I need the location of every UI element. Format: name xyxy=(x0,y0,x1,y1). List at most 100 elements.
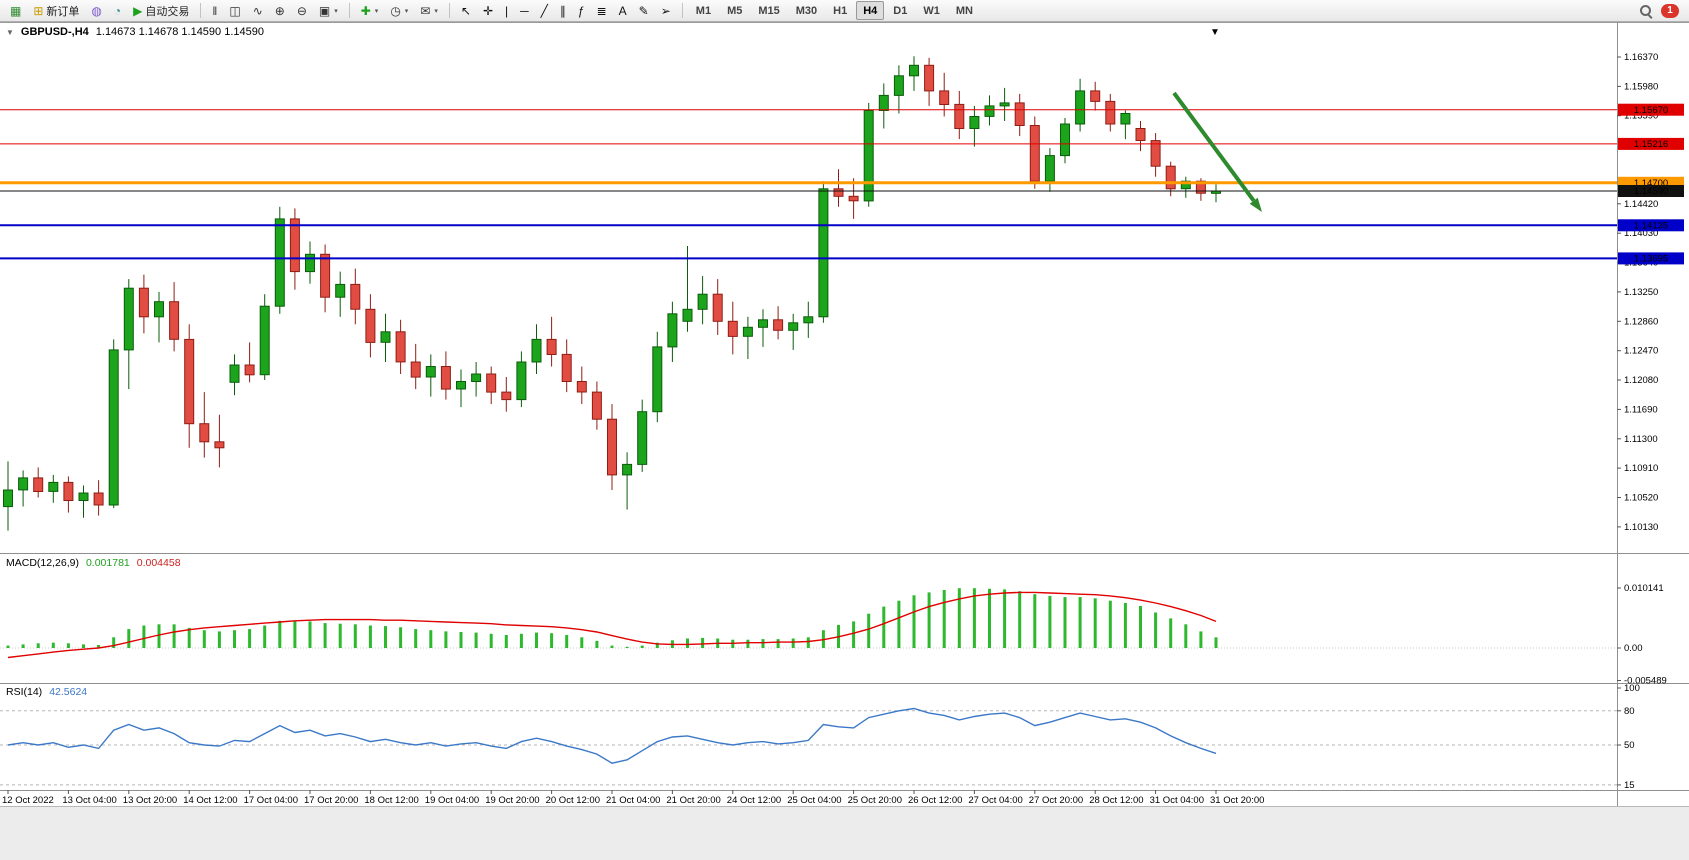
chart-header: ▼ GBPUSD-,H4 1.14673 1.14678 1.14590 1.1… xyxy=(6,26,264,38)
candle xyxy=(229,364,240,383)
cursor-button-icon: ↖ xyxy=(460,3,471,18)
bar-chart-button[interactable]: ǁ xyxy=(207,1,222,20)
candle xyxy=(652,346,663,413)
candle xyxy=(1180,180,1191,190)
indicators-button-dropdown-icon[interactable]: ▾ xyxy=(374,7,379,15)
periods-button-dropdown-icon[interactable]: ▾ xyxy=(404,7,409,15)
candle xyxy=(1120,113,1131,125)
vertical-line-button[interactable]: | xyxy=(500,1,513,20)
chart-shift-marker[interactable]: ▼ xyxy=(1210,27,1220,38)
candle xyxy=(1044,155,1055,182)
candle xyxy=(531,338,542,363)
arrows-button-icon: ➢ xyxy=(660,3,671,18)
periods-button[interactable]: ◷ ▾ xyxy=(385,1,413,20)
periods-button-icon: ◷ xyxy=(390,3,401,18)
candle xyxy=(1090,90,1101,102)
templates-button[interactable]: ✉ ▾ xyxy=(415,1,443,20)
notification-badge[interactable]: 1 xyxy=(1661,3,1679,18)
new-order-button[interactable]: ⊞ 新订单 xyxy=(28,1,84,20)
toolbar-separator xyxy=(200,3,202,18)
tf-w1[interactable]: W1 xyxy=(916,1,947,20)
tf-h4-label: H4 xyxy=(863,4,878,17)
candle xyxy=(93,492,104,506)
svg-text:1.16370: 1.16370 xyxy=(1624,52,1658,63)
trendline-button[interactable]: ╱ xyxy=(536,1,553,20)
candle xyxy=(954,103,965,130)
fibonacci-button[interactable]: ƒ xyxy=(573,1,590,20)
svg-text:1.15670: 1.15670 xyxy=(1634,105,1668,116)
svg-text:27 Oct 04:00: 27 Oct 04:00 xyxy=(968,795,1022,806)
zoom-out-button-icon: ⊖ xyxy=(296,3,307,18)
zoom-in-button[interactable]: ⊕ xyxy=(270,1,290,20)
tf-m1[interactable]: M1 xyxy=(689,1,718,20)
rsi-value: 42.5624 xyxy=(49,686,88,698)
tf-h4[interactable]: H4 xyxy=(856,1,885,20)
templates-button-icon: ✉ xyxy=(420,3,431,18)
trend-arrow-head xyxy=(1249,197,1262,212)
tf-m30[interactable]: M30 xyxy=(789,1,824,20)
templates-button-dropdown-icon[interactable]: ▾ xyxy=(434,7,438,15)
tf-d1[interactable]: D1 xyxy=(886,1,914,20)
candle xyxy=(833,188,844,197)
price-badge xyxy=(1618,185,1684,197)
label-button[interactable]: ✎ xyxy=(634,1,654,20)
cursor-button[interactable]: ↖ xyxy=(456,1,476,20)
candle xyxy=(999,102,1010,107)
objects-list-button[interactable]: ≣ xyxy=(592,1,612,20)
macd-histogram xyxy=(6,588,1218,648)
new-chart-button[interactable]: ▦ xyxy=(5,1,26,20)
vertical-line-button-icon: | xyxy=(505,3,509,18)
zoom-out-button[interactable]: ⊖ xyxy=(292,1,312,20)
one-click-collapse-icon[interactable]: ▼ xyxy=(6,28,14,37)
crosshair-button[interactable]: ✛ xyxy=(478,1,498,20)
channel-button-icon: ∥ xyxy=(559,3,566,18)
tile-windows-button[interactable]: ▣ ▾ xyxy=(314,1,343,20)
candle xyxy=(848,195,859,202)
market-watch-button[interactable]: ◔ xyxy=(109,1,126,20)
svg-text:1.15980: 1.15980 xyxy=(1624,81,1658,92)
tf-h1[interactable]: H1 xyxy=(826,1,854,20)
tf-m5[interactable]: M5 xyxy=(720,1,749,20)
svg-text:1.14700: 1.14700 xyxy=(1634,178,1668,189)
indicators-button[interactable]: ✚ ▾ xyxy=(356,1,384,20)
autotrading-button[interactable]: ▶ 自动交易 xyxy=(128,1,194,20)
candle xyxy=(350,283,361,310)
candle xyxy=(576,381,587,393)
mql5-community-button[interactable]: ◍ xyxy=(86,1,106,20)
tf-mn[interactable]: MN xyxy=(949,1,980,20)
text-button[interactable]: A xyxy=(614,1,632,20)
macd-value-signal: 0.004458 xyxy=(136,557,181,569)
candle xyxy=(984,105,995,117)
candle xyxy=(486,373,497,393)
tf-w1-label: W1 xyxy=(923,4,940,17)
svg-text:13 Oct 04:00: 13 Oct 04:00 xyxy=(62,795,116,806)
arrows-button[interactable]: ➢ xyxy=(656,1,676,20)
rsi-level-lines xyxy=(0,710,1617,786)
ohlc-quotes-label: 1.14673 1.14678 1.14590 1.14590 xyxy=(95,26,264,38)
tf-m15[interactable]: M15 xyxy=(751,1,786,20)
svg-text:18 Oct 12:00: 18 Oct 12:00 xyxy=(364,795,418,806)
tile-windows-button-dropdown-icon[interactable]: ▾ xyxy=(334,7,338,15)
tf-m1-label: M1 xyxy=(695,4,712,17)
candle xyxy=(259,305,270,376)
text-button-icon: A xyxy=(618,3,627,18)
candle xyxy=(244,364,255,376)
candle xyxy=(773,319,784,331)
line-chart-button[interactable]: ∿ xyxy=(248,1,268,20)
candle xyxy=(471,373,482,382)
svg-text:31 Oct 04:00: 31 Oct 04:00 xyxy=(1150,795,1204,806)
chart-canvas[interactable]: 1.16370 1.15980 1.15590 1.14420 1.14030 1.136… xyxy=(0,22,1689,860)
horizontal-line-button[interactable]: ─ xyxy=(515,1,534,20)
new-order-button-label: 新订单 xyxy=(46,5,80,18)
svg-text:21 Oct 04:00: 21 Oct 04:00 xyxy=(606,795,660,806)
toolbar: ▦ ⊞ 新订单 ◍ ◔ ▶ 自动交易 ǁ ◫ ∿ ⊕ ⊖ ▣ ▾ ✚ ▾ ◷ ▾ ✉ ▾ ↖ ✛ | ─ ╱ ∥ ƒ ≣ A ✎ ➢ M1 M5… xyxy=(0,0,1689,22)
rsi-name: RSI(14) xyxy=(6,686,43,698)
channel-button[interactable]: ∥ xyxy=(555,1,571,20)
search-icon[interactable] xyxy=(1639,4,1653,19)
chart-window[interactable]: 1.16370 1.15980 1.15590 1.14420 1.14030 1.136… xyxy=(0,22,1689,860)
candlestick-chart-button[interactable]: ◫ xyxy=(224,1,245,20)
svg-text:20 Oct 12:00: 20 Oct 12:00 xyxy=(546,795,600,806)
candle xyxy=(33,477,44,492)
macd-indicator-label: MACD(12,26,9) 0.001781 0.004458 xyxy=(6,557,181,569)
